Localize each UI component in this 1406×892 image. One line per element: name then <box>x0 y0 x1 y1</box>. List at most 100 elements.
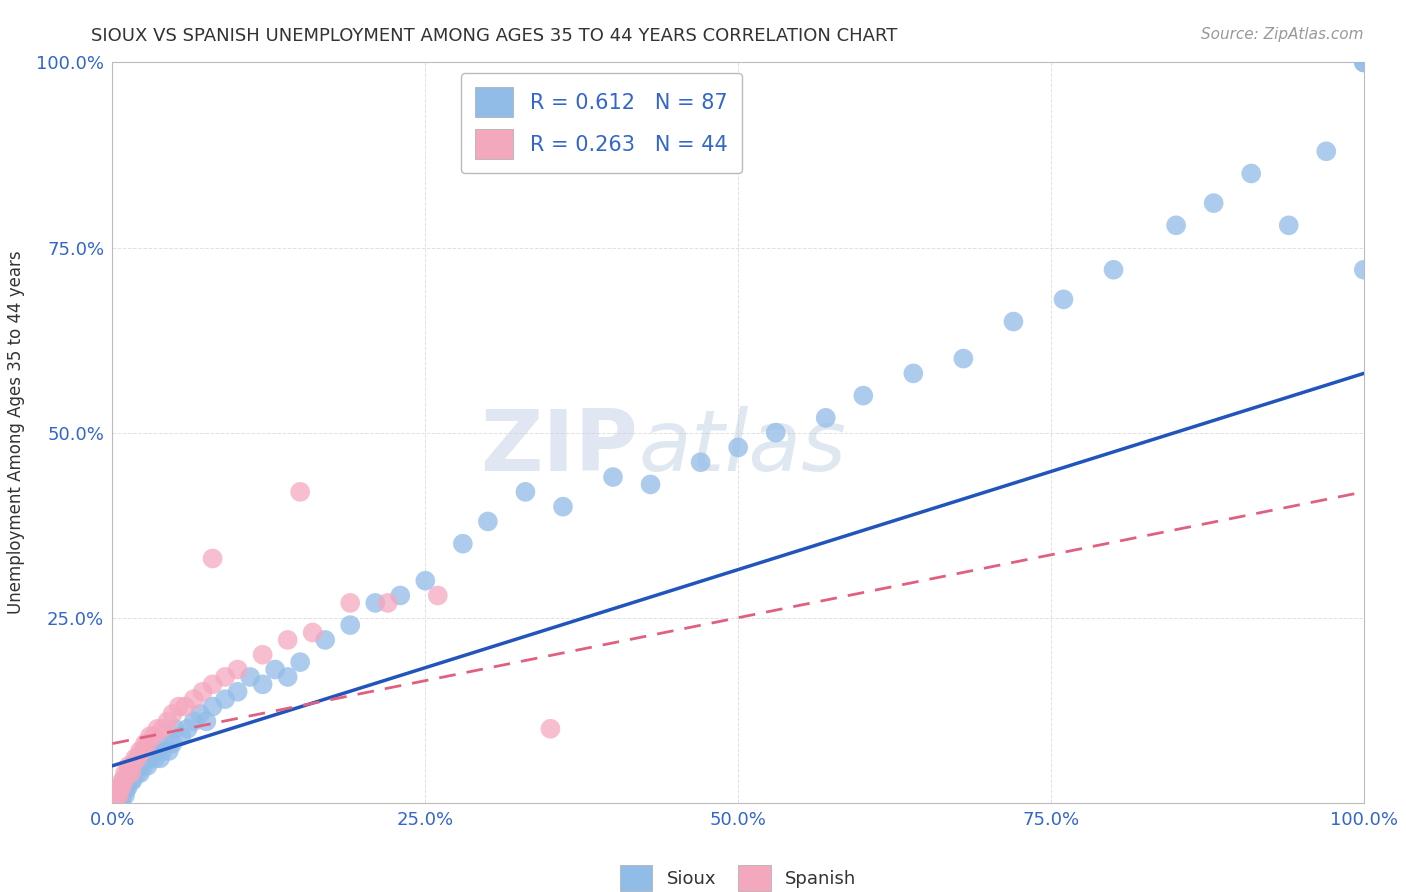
Point <box>389 589 412 603</box>
Point <box>152 744 174 758</box>
Point <box>118 766 141 780</box>
Point <box>127 751 149 765</box>
Legend: Sioux, Spanish: Sioux, Spanish <box>612 856 865 892</box>
Point <box>114 789 136 803</box>
Point <box>136 737 159 751</box>
Point <box>120 773 142 788</box>
Point <box>128 758 150 772</box>
Point <box>314 632 336 647</box>
Point <box>551 500 574 514</box>
Point <box>170 729 193 743</box>
Point <box>146 722 169 736</box>
Point <box>105 789 128 803</box>
Point <box>214 692 236 706</box>
Point <box>689 455 711 469</box>
Point <box>136 758 159 772</box>
Point <box>814 410 837 425</box>
Point <box>108 789 131 803</box>
Point <box>141 744 163 758</box>
Point <box>156 714 179 729</box>
Point <box>195 714 218 729</box>
Point <box>103 796 125 810</box>
Point <box>117 766 139 780</box>
Y-axis label: Unemployment Among Ages 35 to 44 years: Unemployment Among Ages 35 to 44 years <box>7 251 25 615</box>
Point <box>301 625 323 640</box>
Point <box>364 596 387 610</box>
Point <box>107 796 129 810</box>
Point <box>176 722 198 736</box>
Point <box>191 685 214 699</box>
Point <box>1315 145 1337 159</box>
Point <box>149 751 172 765</box>
Point <box>214 670 236 684</box>
Point <box>226 685 249 699</box>
Point <box>132 758 155 772</box>
Point <box>188 706 211 721</box>
Point <box>110 780 132 795</box>
Point <box>131 744 153 758</box>
Text: Source: ZipAtlas.com: Source: ZipAtlas.com <box>1201 27 1364 42</box>
Point <box>1353 262 1375 277</box>
Point <box>107 789 129 803</box>
Point <box>157 744 180 758</box>
Point <box>107 796 129 810</box>
Text: SIOUX VS SPANISH UNEMPLOYMENT AMONG AGES 35 TO 44 YEARS CORRELATION CHART: SIOUX VS SPANISH UNEMPLOYMENT AMONG AGES… <box>91 27 898 45</box>
Point <box>602 470 624 484</box>
Text: atlas: atlas <box>638 406 846 489</box>
Point <box>201 699 224 714</box>
Point <box>120 766 142 780</box>
Point <box>451 536 474 550</box>
Point <box>226 663 249 677</box>
Point <box>1353 55 1375 70</box>
Point <box>538 722 561 736</box>
Point <box>105 796 128 810</box>
Point <box>515 484 537 499</box>
Point <box>290 484 312 499</box>
Point <box>477 515 499 529</box>
Point <box>112 773 135 788</box>
Point <box>1052 293 1074 307</box>
Point <box>239 670 262 684</box>
Point <box>163 722 186 736</box>
Point <box>162 706 184 721</box>
Point <box>129 744 152 758</box>
Point <box>107 789 129 803</box>
Point <box>252 648 274 662</box>
Point <box>1164 219 1187 233</box>
Point <box>1102 262 1125 277</box>
Point <box>1202 196 1225 211</box>
Point <box>167 699 190 714</box>
Point <box>115 780 138 795</box>
Point <box>121 758 143 772</box>
Point <box>252 677 274 691</box>
Point <box>426 589 449 603</box>
Point <box>146 744 169 758</box>
Point <box>124 751 146 765</box>
Point <box>105 789 128 803</box>
Point <box>952 351 974 366</box>
Point <box>1353 55 1375 70</box>
Point <box>101 796 124 810</box>
Point <box>152 722 174 736</box>
Point <box>124 758 146 772</box>
Point <box>377 596 399 610</box>
Point <box>103 796 125 810</box>
Point <box>118 773 141 788</box>
Point <box>114 766 136 780</box>
Point <box>114 773 136 788</box>
Point <box>101 796 124 810</box>
Point <box>104 796 127 810</box>
Point <box>139 751 162 765</box>
Point <box>183 692 205 706</box>
Point <box>183 714 205 729</box>
Point <box>765 425 787 440</box>
Point <box>903 367 925 381</box>
Point <box>134 737 156 751</box>
Point <box>1240 166 1263 180</box>
Point <box>127 766 149 780</box>
Point <box>640 477 662 491</box>
Point <box>1002 314 1025 328</box>
Point <box>264 663 287 677</box>
Point <box>277 670 299 684</box>
Point <box>143 751 166 765</box>
